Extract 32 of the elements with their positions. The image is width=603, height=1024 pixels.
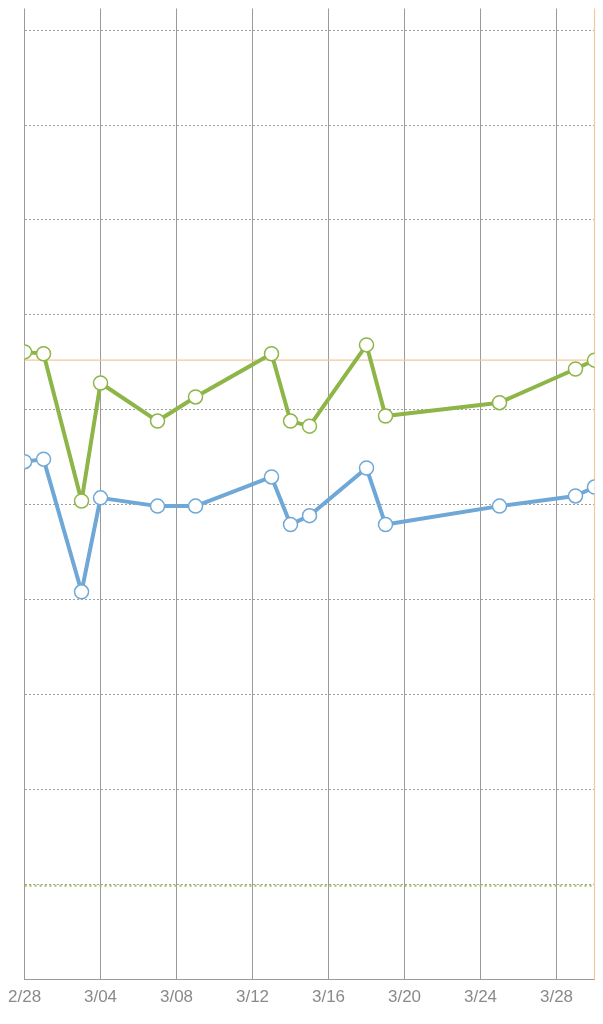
point (358, 460, 375, 476)
point (377, 408, 394, 424)
point (73, 584, 90, 600)
point (187, 498, 204, 514)
point (35, 346, 52, 362)
point (301, 418, 318, 434)
x-tick-label: 3/04 (83, 987, 118, 1007)
point (149, 413, 166, 429)
point (92, 375, 109, 391)
point (92, 490, 109, 506)
x-tick-label: 3/20 (387, 987, 422, 1007)
point (73, 493, 90, 509)
point (35, 451, 52, 467)
point (263, 469, 280, 485)
x-tick-label: 3/24 (463, 987, 498, 1007)
point (263, 346, 280, 362)
point (282, 516, 299, 533)
point (377, 516, 394, 533)
point (301, 507, 318, 524)
x-tick-label: 3/28 (539, 987, 574, 1007)
point (282, 413, 299, 429)
point (567, 488, 584, 504)
point (567, 361, 584, 377)
x-tick-label: 3/12 (235, 987, 270, 1007)
point (491, 498, 508, 514)
x-tick-label: 3/16 (311, 987, 346, 1007)
point (358, 337, 375, 353)
point (491, 394, 508, 411)
point (149, 498, 166, 514)
x-tick-label: 2/28 (8, 987, 42, 1007)
point (187, 389, 204, 405)
x-tick-label: 3/08 (159, 987, 194, 1007)
